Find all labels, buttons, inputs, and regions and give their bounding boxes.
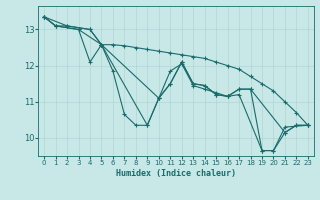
- X-axis label: Humidex (Indice chaleur): Humidex (Indice chaleur): [116, 169, 236, 178]
